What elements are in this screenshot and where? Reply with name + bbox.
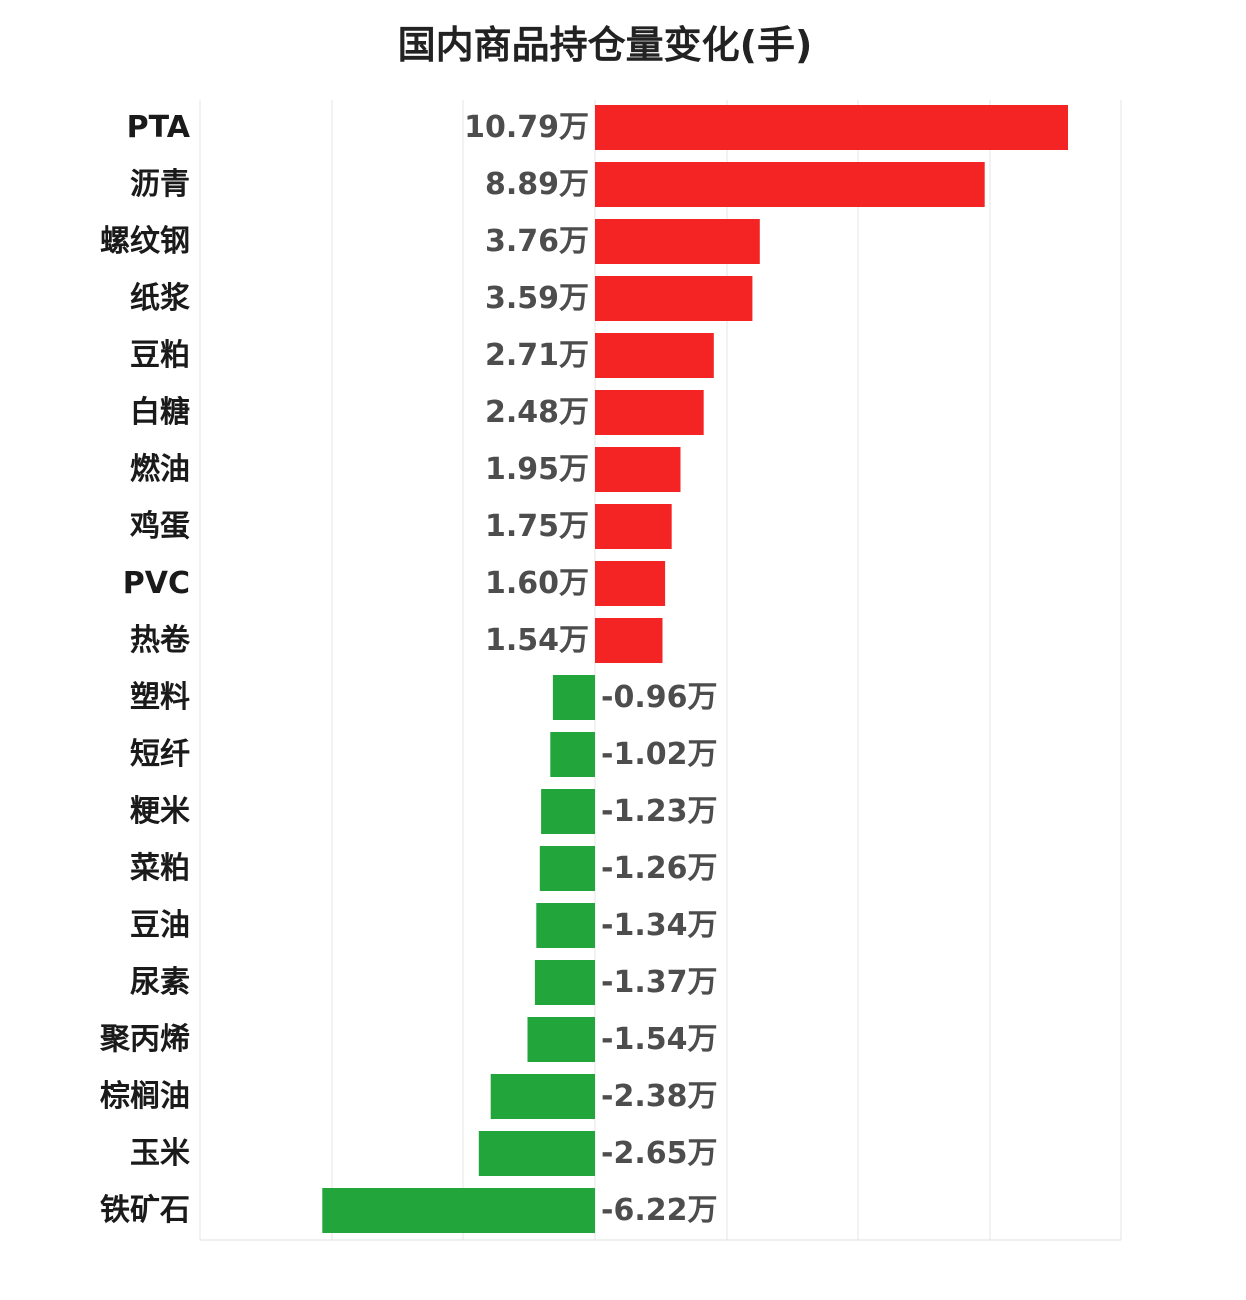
value-label: 10.79万 [464, 110, 589, 145]
bar [595, 561, 666, 606]
value-label: -1.26万 [601, 851, 717, 886]
bar [595, 447, 681, 492]
category-label: 鸡蛋 [130, 509, 190, 544]
value-label: 1.60万 [485, 566, 589, 601]
bar [541, 789, 595, 834]
bar [595, 618, 663, 663]
value-label: 1.54万 [485, 623, 589, 658]
value-label: 3.59万 [485, 281, 589, 316]
category-label: 玉米 [130, 1136, 190, 1171]
bar [322, 1188, 595, 1233]
value-label: -1.34万 [601, 908, 717, 943]
bar [595, 504, 672, 549]
bar [527, 1017, 595, 1062]
bar [595, 105, 1068, 150]
bar [595, 390, 704, 435]
value-label: -1.37万 [601, 965, 717, 1000]
bars [322, 105, 1068, 1233]
value-label: 2.48万 [485, 395, 589, 430]
value-label: -1.02万 [601, 737, 717, 772]
value-label: -1.23万 [601, 794, 717, 829]
category-label: 短纤 [130, 737, 190, 772]
category-label: 豆油 [130, 908, 190, 943]
category-label: 螺纹钢 [100, 224, 190, 259]
bar [490, 1074, 595, 1119]
category-label: 菜粕 [130, 851, 190, 886]
value-label: -2.38万 [601, 1079, 717, 1114]
value-label: 2.71万 [485, 338, 589, 373]
value-label: -0.96万 [601, 680, 717, 715]
bar [478, 1131, 595, 1176]
category-label: 聚丙烯 [99, 1022, 190, 1057]
category-label: 棕榈油 [100, 1079, 190, 1114]
value-label: 1.95万 [485, 452, 589, 487]
category-label: 塑料 [130, 680, 190, 715]
value-label: 1.75万 [485, 509, 589, 544]
bar [595, 162, 985, 207]
bar [552, 675, 595, 720]
bar [595, 219, 760, 264]
category-label: 铁矿石 [100, 1193, 190, 1228]
value-label: -2.65万 [601, 1136, 717, 1171]
category-label: 纸浆 [130, 281, 190, 316]
bar [595, 333, 714, 378]
value-label: 8.89万 [485, 167, 589, 202]
category-label: 燃油 [130, 452, 190, 487]
bar [550, 732, 595, 777]
category-label: 尿素 [130, 965, 190, 1000]
value-label: -1.54万 [601, 1022, 717, 1057]
bar [534, 960, 595, 1005]
bar [536, 903, 595, 948]
gridlines [199, 100, 1122, 1241]
category-label: 沥青 [130, 167, 190, 202]
category-label: 热卷 [130, 623, 191, 658]
bar [539, 846, 595, 891]
category-label: PVC [123, 566, 190, 601]
bar [595, 276, 753, 321]
category-label: 粳米 [130, 794, 190, 829]
category-label: 白糖 [130, 395, 190, 430]
category-label: 豆粕 [130, 338, 190, 373]
category-label: PTA [127, 110, 191, 145]
chart-title: 国内商品持仓量变化(手) [397, 23, 813, 67]
value-label: -6.22万 [601, 1193, 717, 1228]
value-label: 3.76万 [485, 224, 589, 259]
